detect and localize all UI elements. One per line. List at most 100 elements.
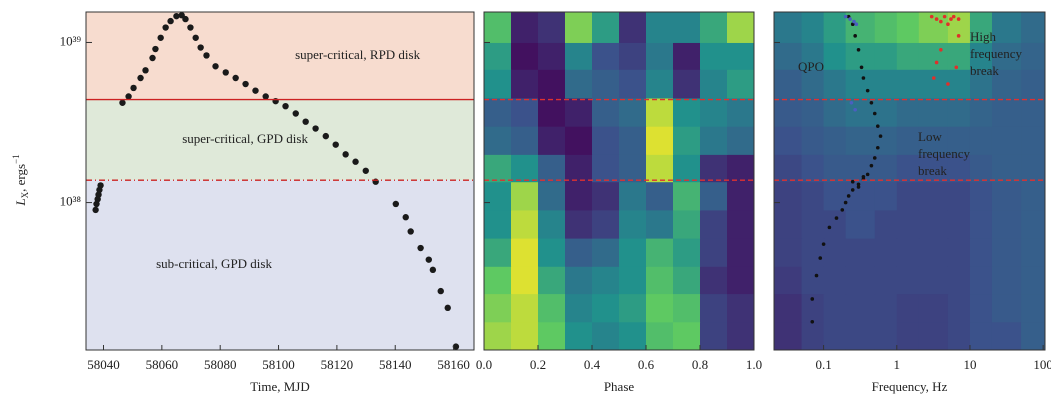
panel: super-critical, RPD disk super-critical, …	[60, 11, 475, 394]
point	[362, 167, 369, 174]
heat-cell	[538, 12, 566, 43]
heat-cell	[874, 293, 898, 323]
point	[173, 12, 180, 20]
heat-cell	[801, 293, 825, 323]
point	[452, 343, 460, 350]
heat-cell	[1021, 181, 1045, 211]
heat-cell	[538, 238, 566, 267]
point	[840, 208, 845, 212]
heat-cell	[969, 69, 993, 99]
heat-cell	[947, 181, 971, 211]
heat-cell	[538, 266, 566, 295]
point	[437, 287, 444, 295]
heat-cell	[918, 209, 949, 239]
heat-cell	[646, 209, 674, 239]
heat-cell	[896, 154, 920, 183]
heat-cell	[774, 321, 803, 350]
point	[392, 200, 400, 208]
point	[810, 320, 815, 324]
point	[872, 156, 877, 160]
panel: 0.0 0.2 0.4 0.6 0.8 1.0 Phase	[476, 11, 762, 394]
heat-cell	[1021, 209, 1045, 239]
point	[444, 304, 451, 312]
point	[810, 297, 815, 301]
point	[282, 102, 289, 110]
heat-cell	[511, 209, 539, 239]
heat-cell	[969, 209, 993, 239]
heat-cell	[896, 321, 920, 350]
point	[262, 93, 269, 100]
point	[125, 93, 132, 100]
point	[130, 84, 137, 92]
heat-cell	[700, 97, 728, 127]
x-tick-label: 0.4	[584, 357, 601, 372]
point	[956, 34, 961, 38]
x-tick-label: 58080	[204, 357, 237, 372]
point	[312, 125, 319, 132]
heat-cell	[565, 209, 593, 239]
heat-cell	[538, 126, 566, 155]
point	[850, 179, 855, 184]
heat-cell	[484, 293, 512, 323]
heat-cell	[874, 69, 898, 99]
heat-cell	[823, 293, 847, 323]
heat-cell	[619, 238, 647, 267]
heat-cell	[823, 126, 847, 155]
point	[425, 256, 432, 263]
heat-cell	[538, 42, 566, 70]
heat-cell	[700, 126, 728, 155]
point	[222, 69, 229, 76]
point	[875, 124, 880, 128]
x-tick-label: 58100	[262, 357, 295, 372]
heat-cell	[845, 238, 876, 267]
heat-cell	[727, 97, 754, 127]
heat-cell	[565, 238, 593, 267]
heat-cell	[991, 293, 1022, 323]
heat-cell	[619, 181, 647, 211]
heat-cell	[511, 293, 539, 323]
heat-cell	[823, 69, 847, 99]
point	[956, 17, 961, 21]
panel: QPO High frequency break Low frequency break 0.…	[773, 11, 1051, 394]
heat-cell	[700, 12, 728, 43]
point	[149, 54, 156, 62]
annotation: break	[918, 163, 947, 178]
heat-cell	[619, 209, 647, 239]
heat-cell	[874, 42, 898, 70]
heat-cell	[874, 12, 898, 43]
heat-cell	[918, 42, 949, 70]
heat-cell	[991, 238, 1022, 267]
heat-cell	[646, 238, 674, 267]
heat-cell	[511, 238, 539, 267]
heat-cell	[673, 181, 701, 211]
heat-cell	[592, 238, 620, 267]
heat-cell	[801, 126, 825, 155]
heat-cell	[896, 12, 920, 43]
annotation: QPO	[798, 59, 824, 74]
point	[859, 65, 864, 70]
heat-cell	[1021, 42, 1045, 70]
heat-cell	[484, 238, 512, 267]
heat-cell	[947, 293, 971, 323]
heat-cell	[874, 126, 898, 155]
point	[939, 19, 943, 24]
heat-cell	[592, 12, 620, 43]
point	[849, 100, 854, 105]
heat-cell	[484, 321, 512, 350]
heat-cell	[565, 69, 593, 99]
region	[86, 99, 474, 181]
heat-cell	[823, 97, 847, 127]
x-tick-label: 58140	[379, 357, 412, 372]
point	[843, 200, 848, 205]
point	[818, 256, 823, 260]
heat-cell	[592, 42, 620, 70]
heat-cell	[592, 154, 620, 183]
heat-cell	[484, 69, 512, 99]
point	[934, 17, 939, 21]
point	[352, 158, 359, 165]
point	[865, 88, 870, 93]
heat-cell	[646, 154, 674, 183]
heat-cell	[646, 69, 674, 99]
point	[846, 194, 851, 198]
